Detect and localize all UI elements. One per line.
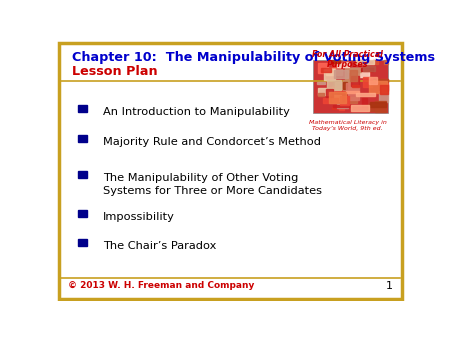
Bar xyxy=(324,69,335,80)
Bar xyxy=(356,60,374,65)
Bar xyxy=(318,63,328,73)
Bar xyxy=(375,101,387,112)
Bar xyxy=(335,82,350,89)
Bar xyxy=(351,105,369,111)
Bar xyxy=(324,98,338,103)
Bar xyxy=(338,87,348,99)
Bar xyxy=(346,68,359,79)
Text: The Chair’s Paradox: The Chair’s Paradox xyxy=(104,241,217,251)
Text: Chapter 10:  The Manipulability of Voting Systems: Chapter 10: The Manipulability of Voting… xyxy=(72,51,435,65)
Bar xyxy=(326,89,333,97)
Bar xyxy=(317,82,325,84)
Bar xyxy=(329,92,346,103)
Bar xyxy=(333,81,341,90)
Bar xyxy=(376,79,387,82)
Bar xyxy=(351,68,369,77)
Bar xyxy=(380,85,387,94)
Bar xyxy=(380,78,387,91)
Bar xyxy=(332,107,341,109)
Bar xyxy=(362,98,367,107)
Bar xyxy=(333,62,338,67)
Bar xyxy=(346,83,358,93)
Bar xyxy=(333,70,347,78)
Bar xyxy=(363,77,372,87)
Bar xyxy=(321,68,331,72)
Bar xyxy=(356,60,363,64)
Bar xyxy=(336,66,342,75)
Bar xyxy=(332,95,341,101)
Text: For All Practical
Purposes: For All Practical Purposes xyxy=(312,50,383,69)
Bar xyxy=(347,97,357,103)
Bar xyxy=(318,88,333,95)
Bar xyxy=(343,81,347,89)
Bar xyxy=(369,81,387,93)
Bar xyxy=(361,68,373,71)
Bar xyxy=(381,84,387,90)
Bar xyxy=(337,62,350,67)
Bar xyxy=(371,83,380,85)
Bar xyxy=(363,66,375,71)
Text: © 2013 W. H. Freeman and Company: © 2013 W. H. Freeman and Company xyxy=(68,281,255,290)
Text: 1: 1 xyxy=(386,281,393,291)
Bar xyxy=(77,239,87,246)
Bar xyxy=(352,84,359,87)
Bar xyxy=(347,68,361,72)
Bar xyxy=(346,91,359,93)
Bar xyxy=(350,70,357,81)
Bar xyxy=(351,76,359,86)
Bar xyxy=(77,104,87,112)
Bar xyxy=(337,104,348,108)
Text: An Introduction to Manipulability: An Introduction to Manipulability xyxy=(104,107,290,117)
Bar xyxy=(348,88,360,100)
Bar xyxy=(367,104,381,111)
Bar xyxy=(77,171,87,178)
FancyBboxPatch shape xyxy=(313,60,387,114)
Bar xyxy=(326,68,335,75)
Bar xyxy=(356,93,375,96)
Bar xyxy=(333,105,350,107)
Text: The Manipulability of Other Voting
Systems for Three or More Candidates: The Manipulability of Other Voting Syste… xyxy=(104,173,322,196)
Bar xyxy=(77,135,87,142)
Bar xyxy=(331,60,340,63)
Bar xyxy=(379,91,387,102)
Bar xyxy=(373,60,378,65)
Bar xyxy=(362,69,371,72)
Bar xyxy=(77,210,87,217)
Text: Majority Rule and Condorcet’s Method: Majority Rule and Condorcet’s Method xyxy=(104,137,321,147)
FancyBboxPatch shape xyxy=(59,43,402,299)
Bar xyxy=(327,79,341,91)
Bar xyxy=(332,86,345,92)
Bar xyxy=(339,108,344,110)
Bar xyxy=(384,60,387,64)
Text: Lesson Plan: Lesson Plan xyxy=(72,65,158,78)
Text: Impossibility: Impossibility xyxy=(104,212,175,222)
Bar xyxy=(369,77,377,84)
Bar xyxy=(318,93,324,96)
Text: Mathematical Literacy in
Today’s World, 9th ed.: Mathematical Literacy in Today’s World, … xyxy=(309,120,387,131)
Bar xyxy=(343,80,358,90)
Bar xyxy=(370,102,386,107)
Bar xyxy=(340,96,349,104)
